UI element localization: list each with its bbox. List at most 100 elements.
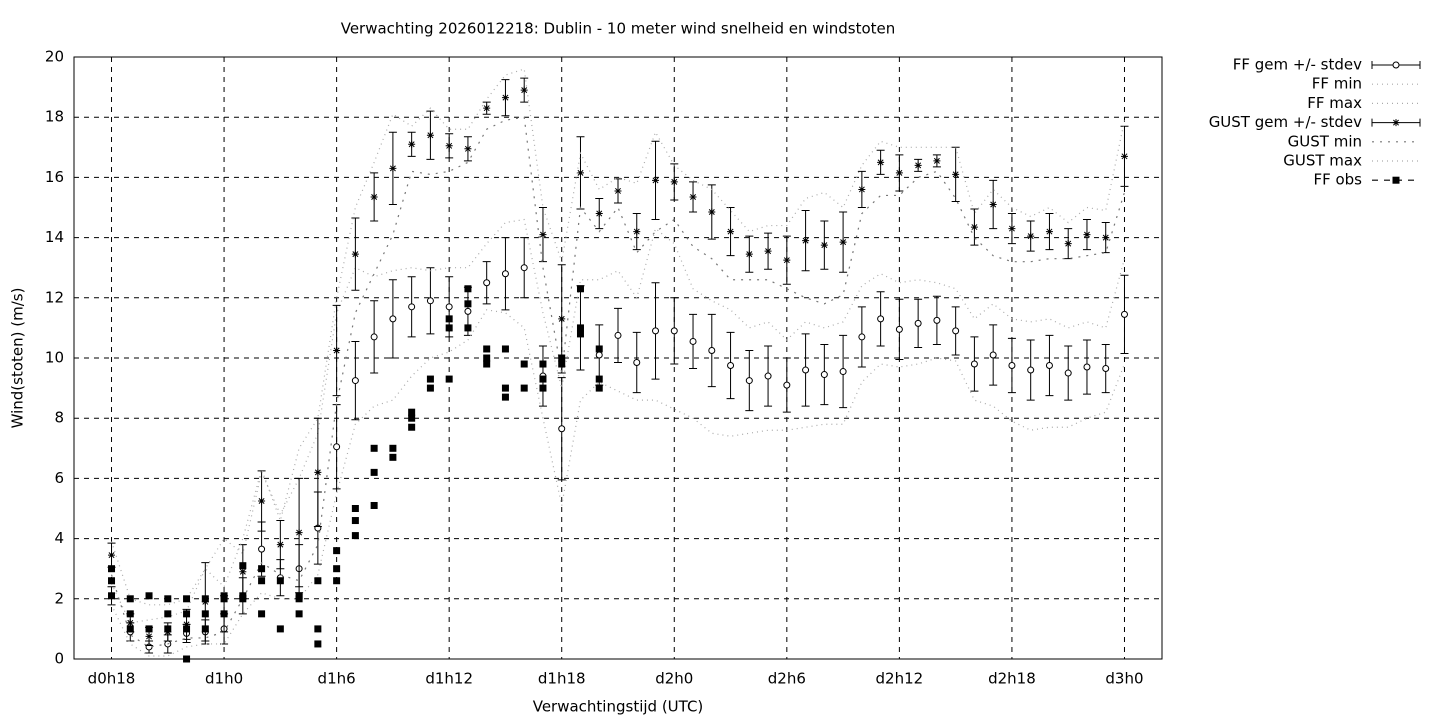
legend-label: GUST min	[1288, 132, 1362, 150]
point	[539, 384, 547, 392]
point	[239, 568, 247, 576]
legend-label: FF max	[1307, 94, 1362, 112]
point	[408, 408, 416, 416]
y-tick-label: 16	[45, 168, 64, 186]
point	[558, 354, 566, 362]
point	[689, 193, 697, 201]
point	[933, 316, 941, 324]
point	[1027, 232, 1035, 240]
point	[783, 381, 791, 389]
point	[558, 315, 566, 323]
point	[1064, 369, 1072, 377]
point	[408, 423, 416, 431]
point	[576, 285, 584, 293]
point	[445, 375, 453, 383]
point	[408, 140, 416, 148]
x-tick-label: d2h6	[768, 670, 806, 688]
point	[1027, 366, 1035, 374]
point	[483, 360, 491, 368]
point	[576, 330, 584, 338]
legend-label: GUST max	[1283, 152, 1362, 170]
point	[1102, 365, 1110, 373]
x-tick-label: d0h18	[88, 670, 136, 688]
point	[183, 625, 191, 633]
point	[520, 86, 528, 94]
point	[952, 327, 960, 335]
point	[539, 360, 547, 368]
point	[108, 551, 116, 559]
point	[201, 610, 209, 618]
point	[952, 170, 960, 178]
point	[220, 610, 228, 618]
point	[351, 505, 359, 512]
point	[745, 250, 753, 258]
point	[520, 360, 528, 368]
point	[445, 303, 453, 311]
point	[108, 592, 116, 600]
point	[539, 231, 547, 239]
y-tick-label: 2	[54, 589, 64, 607]
point	[389, 444, 397, 452]
point	[558, 425, 566, 433]
point	[727, 362, 735, 370]
point	[914, 161, 922, 169]
point	[839, 238, 847, 246]
x-tick-label: d1h12	[425, 670, 473, 688]
point	[426, 384, 434, 392]
point	[483, 345, 491, 353]
point	[501, 393, 509, 401]
point	[239, 562, 247, 570]
y-tick-label: 0	[54, 650, 64, 668]
point	[239, 595, 247, 603]
point	[595, 375, 603, 383]
point	[183, 620, 191, 628]
point	[633, 359, 641, 367]
point	[858, 333, 866, 341]
point	[895, 325, 903, 333]
point	[408, 303, 416, 311]
point	[295, 529, 303, 537]
legend-label: FF min	[1312, 75, 1362, 93]
point	[351, 532, 359, 540]
point	[408, 414, 416, 422]
point	[820, 371, 828, 379]
point	[1045, 228, 1053, 236]
point	[483, 104, 491, 112]
point	[314, 468, 322, 476]
point	[1008, 362, 1016, 370]
point	[764, 247, 772, 255]
point	[370, 444, 378, 452]
point	[370, 501, 378, 509]
point	[370, 193, 378, 201]
point	[464, 307, 472, 315]
point	[258, 497, 266, 505]
y-tick-label: 18	[45, 108, 64, 126]
x-tick-label: d3h0	[1105, 670, 1143, 688]
x-tick-label: d1h6	[318, 670, 356, 688]
point	[501, 384, 509, 392]
point	[1045, 362, 1053, 370]
point	[501, 270, 509, 278]
point	[351, 517, 359, 525]
point	[351, 250, 359, 258]
point	[333, 443, 341, 451]
point	[1064, 240, 1072, 248]
x-tick-label: d2h12	[876, 670, 924, 688]
point	[820, 241, 828, 249]
point	[670, 178, 678, 186]
point	[914, 319, 922, 327]
y-axis-label: Wind(stoten) (m/s)	[9, 288, 27, 429]
x-tick-label: d2h0	[655, 670, 693, 688]
point	[183, 595, 191, 603]
y-tick-label: 12	[45, 288, 64, 306]
point	[276, 625, 284, 633]
point	[464, 324, 472, 332]
point	[652, 327, 660, 335]
point	[895, 169, 903, 177]
point	[520, 384, 528, 392]
point	[1120, 152, 1128, 160]
legend-label: GUST gem +/- stdev	[1209, 113, 1362, 131]
point	[520, 264, 528, 272]
point	[183, 655, 191, 663]
point	[370, 468, 378, 476]
